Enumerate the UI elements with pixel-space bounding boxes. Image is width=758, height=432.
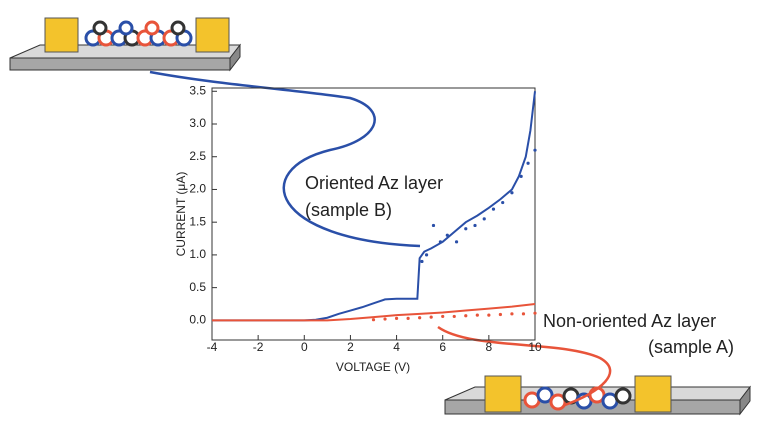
data-point [454, 240, 459, 244]
data-point [487, 313, 491, 317]
data-point [464, 227, 468, 231]
data-point [429, 315, 433, 319]
data-point [473, 223, 477, 228]
connector-b [149, 70, 421, 248]
data-point [445, 233, 449, 237]
y-tick-label: 1.0 [189, 247, 206, 261]
data-point [420, 259, 424, 264]
device-b [9, 17, 242, 72]
x-tick-label: 6 [439, 340, 446, 354]
x-tick-label: 2 [347, 340, 354, 354]
y-axis-title: CURRENT (μA) [174, 172, 188, 257]
data-point [533, 311, 537, 315]
data-point [441, 314, 445, 319]
data-point [424, 253, 429, 257]
connector-a [437, 325, 612, 407]
data-point [526, 161, 530, 165]
x-tick-label: 8 [486, 340, 493, 354]
x-tick-label: -2 [253, 340, 264, 354]
data-point [498, 312, 502, 317]
annotation: (sample A) [648, 337, 734, 357]
data-point [464, 314, 468, 318]
data-point [438, 240, 443, 244]
annotation: Non-oriented Az layer [543, 311, 716, 331]
data-point [406, 316, 410, 320]
data-point [482, 217, 486, 221]
data-point [533, 148, 537, 152]
device-a [444, 375, 752, 416]
data-point [431, 223, 436, 228]
x-tick-label: 10 [528, 340, 542, 354]
x-tick-label: 4 [393, 340, 400, 354]
y-tick-label: 2.0 [189, 182, 206, 196]
y-tick-label: 0.5 [189, 280, 206, 294]
annotation: Oriented Az layer [305, 173, 443, 193]
data-point [491, 207, 496, 211]
x-tick-label: 0 [301, 340, 308, 354]
plot-frame [211, 87, 536, 341]
data-line [212, 91, 536, 322]
data-point [383, 317, 387, 321]
y-tick-label: 2.5 [189, 149, 206, 163]
data-point [418, 316, 422, 320]
y-tick-label: 3.0 [189, 116, 206, 130]
data-point [371, 318, 376, 322]
data-line [212, 303, 536, 322]
data-point [510, 191, 514, 195]
data-point [452, 314, 456, 319]
y-tick-label: 3.5 [189, 83, 206, 97]
x-tick-label: -4 [207, 340, 218, 354]
x-axis-title: VOLTAGE (V) [336, 360, 410, 374]
annotation: (sample B) [305, 200, 392, 220]
data-point [394, 316, 399, 320]
data-point [475, 313, 479, 317]
data-point [510, 312, 514, 316]
y-tick-label: 0.0 [189, 313, 206, 327]
y-tick-label: 1.5 [189, 214, 206, 228]
data-point [501, 200, 505, 205]
data-point [519, 174, 523, 178]
data-point [521, 312, 526, 316]
